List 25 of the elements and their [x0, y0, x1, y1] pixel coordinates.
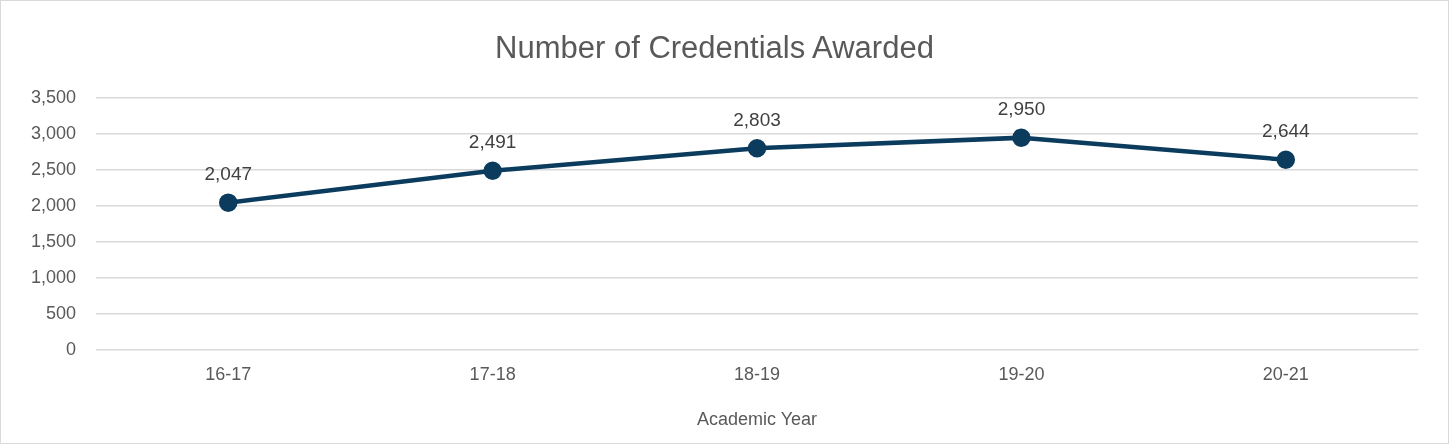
point [747, 139, 767, 158]
y-tick-label: 3,500 [31, 87, 77, 108]
point [1276, 150, 1296, 169]
y-tick-label: 500 [46, 302, 77, 323]
point [483, 161, 502, 180]
x-tick-label: 17-18 [469, 363, 516, 384]
y-tick-label: 3,000 [31, 123, 77, 144]
data-label: 2,047 [204, 163, 253, 185]
data-label: 2,950 [997, 98, 1046, 120]
y-tick-label: 0 [66, 338, 77, 359]
x-tick-label: 18-19 [734, 363, 781, 384]
point [1012, 128, 1031, 147]
y-tick-label: 1,000 [31, 266, 77, 287]
data-label: 2,803 [733, 109, 781, 131]
y-tick-label: 1,500 [31, 230, 77, 251]
chart-title: Number of Credentials Awarded [495, 30, 934, 66]
point [218, 193, 238, 212]
y-tick-label: 2,000 [31, 195, 77, 215]
x-tick-label: 19-20 [998, 363, 1045, 384]
data-label: 2,491 [468, 131, 517, 153]
x-tick-label: 20-21 [1262, 363, 1309, 384]
y-tick-label: 2,500 [31, 159, 77, 180]
x-tick-label: 16-17 [205, 363, 252, 384]
data-label: 2,644 [1262, 120, 1311, 142]
x-axis-title: Academic Year [696, 409, 818, 430]
